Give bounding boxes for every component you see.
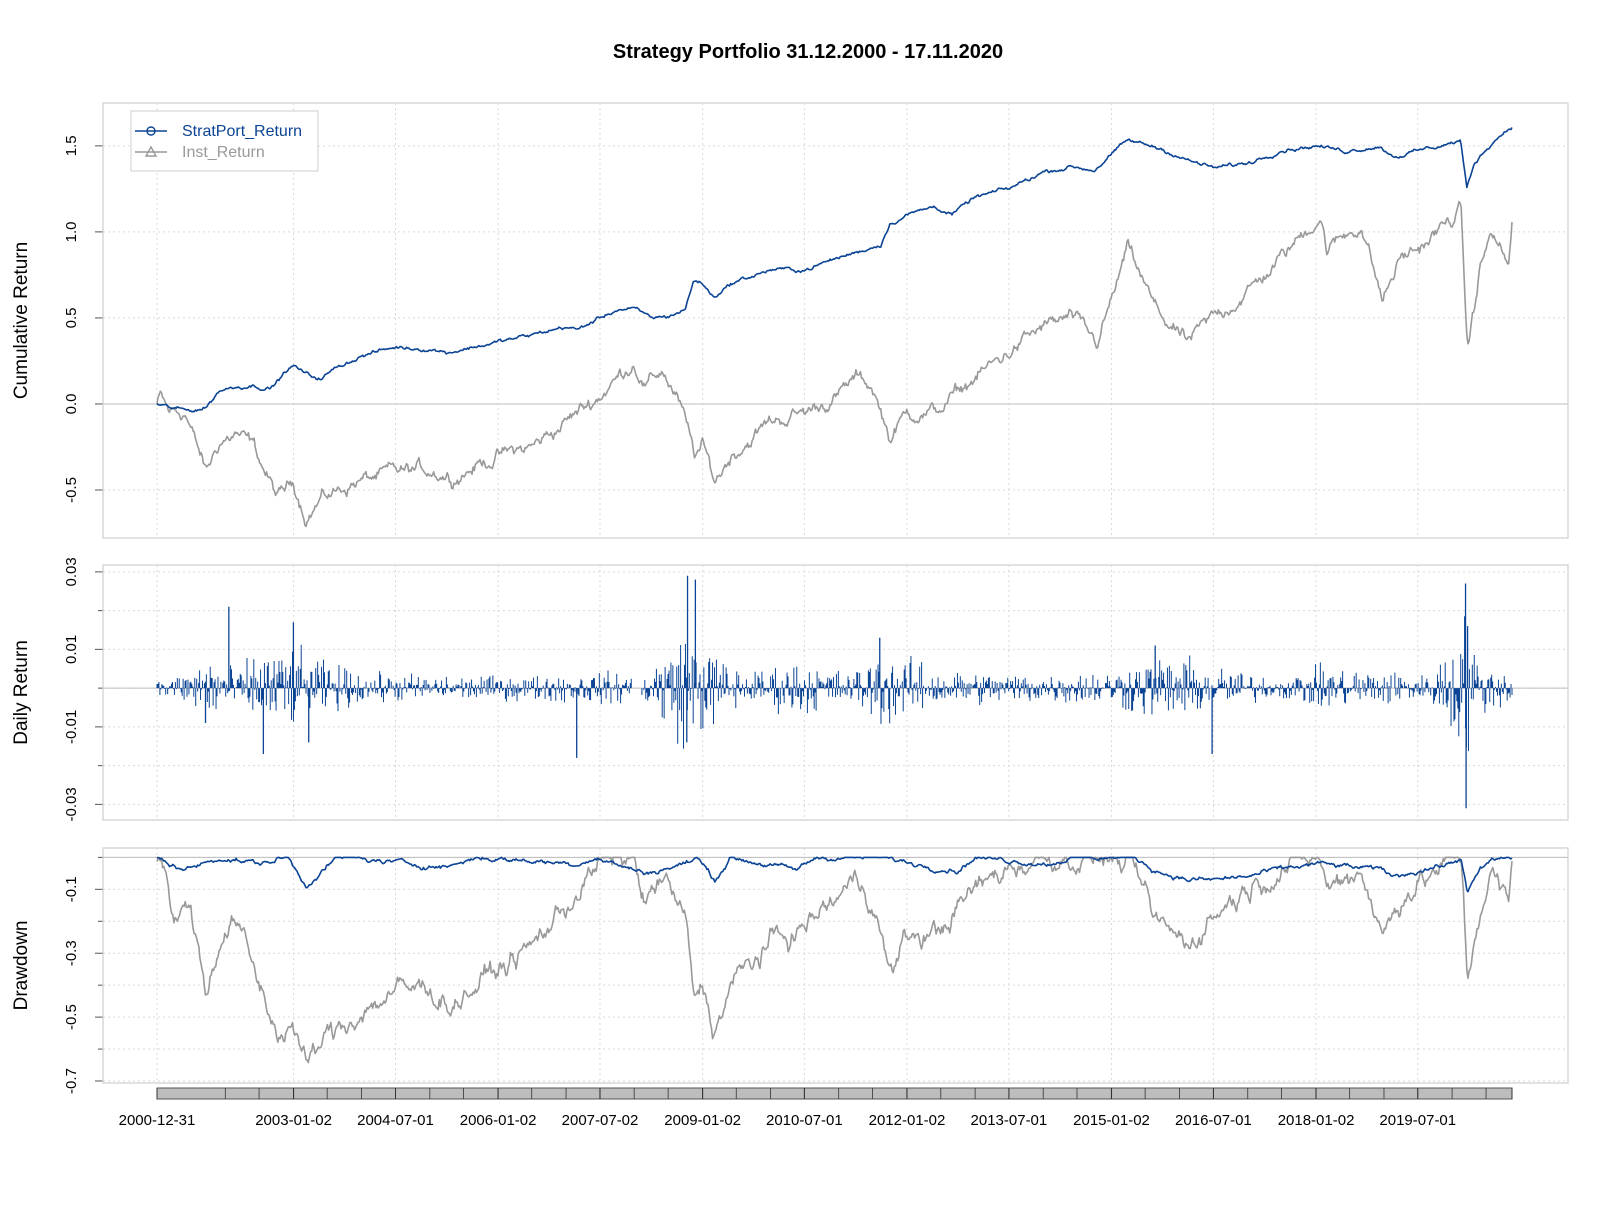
series-line-inst-return <box>156 856 1513 1064</box>
panel-2: -0.03 -0.01 0.01 0.03 Daily Return <box>11 557 1569 821</box>
x-tick-label: 2010-07-01 <box>766 1112 843 1129</box>
x-tick-label: 2019-07-01 <box>1379 1112 1456 1129</box>
series-line-stratport-return <box>156 856 1513 893</box>
y-axis-label: Daily Return <box>11 640 32 745</box>
x-axis: 2000-12-31 2003-01-02 2004-07-01 2006-01-02… <box>119 1087 1513 1129</box>
legend-box <box>130 110 319 172</box>
panel-frame <box>102 564 1569 821</box>
daily-return-bars <box>156 616 1513 752</box>
x-tick-label: 2013-07-01 <box>971 1112 1048 1129</box>
y-axis-label: Drawdown <box>11 921 32 1011</box>
x-tick-label: 2006-01-02 <box>460 1112 537 1129</box>
y-tick-label: -0.01 <box>63 710 80 744</box>
legend-label: StratPort_Return <box>182 123 302 140</box>
panel-1: -0.5 0.0 0.5 1.0 1.5 Cumulative Return <box>11 102 1569 539</box>
y-tick-label: -0.5 <box>63 1004 80 1030</box>
y-tick-label: -0.1 <box>63 876 80 902</box>
y-tick-label: -0.03 <box>63 787 80 821</box>
y-tick-label: 1.0 <box>63 221 80 242</box>
x-tick-label: 2003-01-02 <box>255 1112 332 1129</box>
legend: StratPort_Return Inst_Return <box>130 110 319 172</box>
legend-circle-marker <box>146 126 156 136</box>
x-tick-label: 2018-01-02 <box>1278 1112 1355 1129</box>
x-tick-label: 2007-07-02 <box>562 1112 639 1129</box>
panel-frame <box>102 847 1569 1084</box>
x-tick-label: 2000-12-31 <box>119 1112 196 1129</box>
y-tick-label: -0.7 <box>63 1068 80 1094</box>
legend-label: Inst_Return <box>182 144 265 161</box>
y-tick-label: 0.5 <box>63 307 80 328</box>
y-axis-label: Cumulative Return <box>11 242 32 399</box>
x-tick-label: 2004-07-01 <box>357 1112 434 1129</box>
chart-title: Strategy Portfolio 31.12.2000 - 17.11.20… <box>613 41 1003 63</box>
y-tick-label: -0.5 <box>63 477 80 503</box>
series-line-inst-return <box>156 200 1513 528</box>
x-tick-label: 2012-01-02 <box>869 1112 946 1129</box>
x-axis-bar <box>156 1087 1513 1100</box>
x-tick-label: 2016-07-01 <box>1175 1112 1252 1129</box>
y-tick-label: 1.5 <box>63 135 80 156</box>
y-tick-label: 0.0 <box>63 394 80 415</box>
y-tick-label: -0.3 <box>63 940 80 966</box>
x-tick-label: 2015-01-02 <box>1073 1112 1150 1129</box>
panel-frame <box>102 102 1569 539</box>
legend-triangle-marker <box>144 145 158 157</box>
y-tick-label: 0.03 <box>63 557 80 586</box>
y-tick-label: 0.01 <box>63 635 80 664</box>
series-line-stratport-return <box>156 127 1513 413</box>
x-tick-label: 2009-01-02 <box>664 1112 741 1129</box>
panel-3: -0.7 -0.5 -0.3 -0.1 Drawdown <box>11 847 1569 1094</box>
